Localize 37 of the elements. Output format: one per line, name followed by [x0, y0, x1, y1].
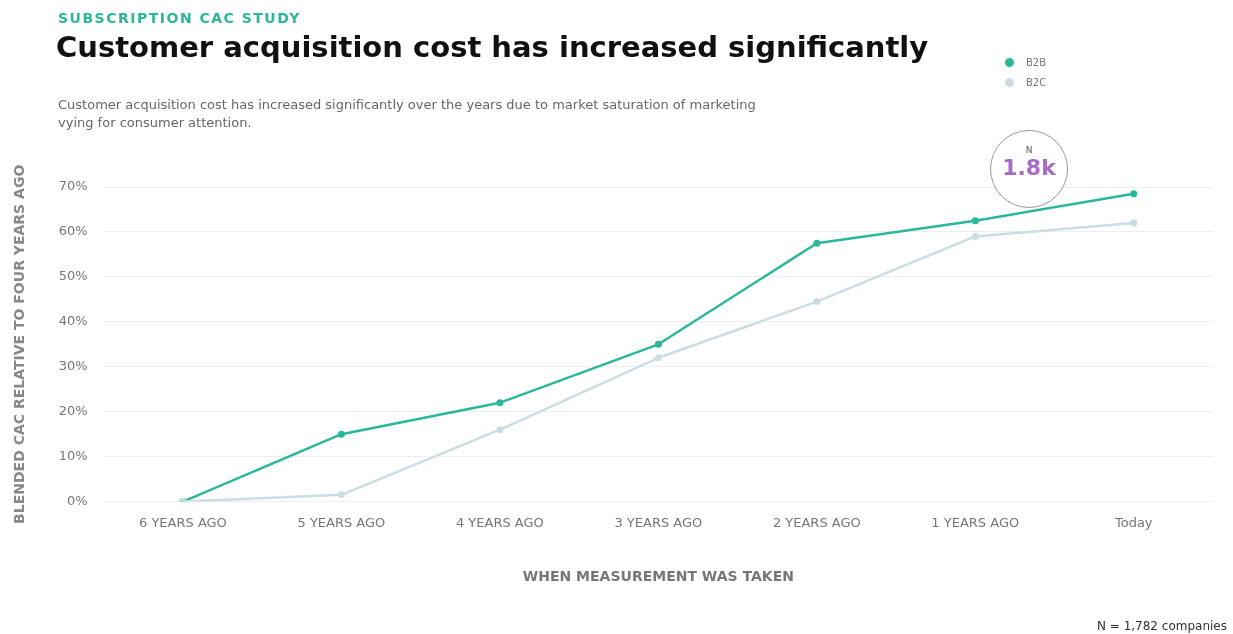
point	[971, 232, 979, 240]
legend-label: B2B	[1026, 56, 1047, 68]
x-tick-label: 6 YEARS AGO	[139, 514, 227, 530]
y-tick-label: 40%	[58, 313, 88, 329]
y-tick-label: 50%	[58, 268, 88, 284]
y-tick-label: 10%	[58, 448, 88, 464]
legend-label: B2C	[1026, 76, 1047, 88]
x-tick-label: Today	[1113, 514, 1153, 530]
point	[813, 298, 821, 306]
x-tick-label: 3 YEARS AGO	[614, 514, 703, 530]
y-tick-label: 70%	[58, 178, 88, 194]
point	[654, 354, 662, 362]
x-tick-label: 4 YEARS AGO	[455, 514, 544, 530]
x-tick-label: 1 YEARS AGO	[931, 514, 1020, 530]
y-tick-label: 30%	[58, 358, 88, 374]
point	[1130, 190, 1138, 198]
point	[496, 399, 504, 407]
point	[971, 217, 979, 225]
y-axis-title: BLENDED CAC RELATIVE TO FOUR YEARS AGO	[11, 164, 28, 524]
text: N	[1024, 145, 1034, 155]
point	[813, 239, 821, 247]
point	[337, 491, 345, 499]
point	[337, 430, 345, 438]
x-tick-label: 2 YEARS AGO	[772, 514, 861, 530]
x-tick-label: 5 YEARS AGO	[297, 514, 386, 530]
point	[1130, 219, 1138, 227]
text: 1.8k	[1001, 155, 1057, 180]
point	[496, 426, 504, 434]
chart-title: Customer acquisition cost has increased significantly	[56, 30, 929, 64]
y-tick-label: 20%	[58, 403, 88, 419]
chart-subtitle: Customer acquisition cost has increased significantly over the years due to market saturation of marketing vying for consumer attention.	[58, 96, 757, 132]
text: SUBSCRIPTION CAC STUDY	[58, 10, 301, 26]
y-tick-label: 60%	[58, 223, 88, 239]
text: N = 1,782 companies	[1096, 619, 1227, 633]
x-axis-title: WHEN MEASUREMENT WAS TAKEN	[522, 568, 794, 585]
y-tick-label: 0%	[67, 492, 88, 508]
point	[654, 340, 662, 348]
